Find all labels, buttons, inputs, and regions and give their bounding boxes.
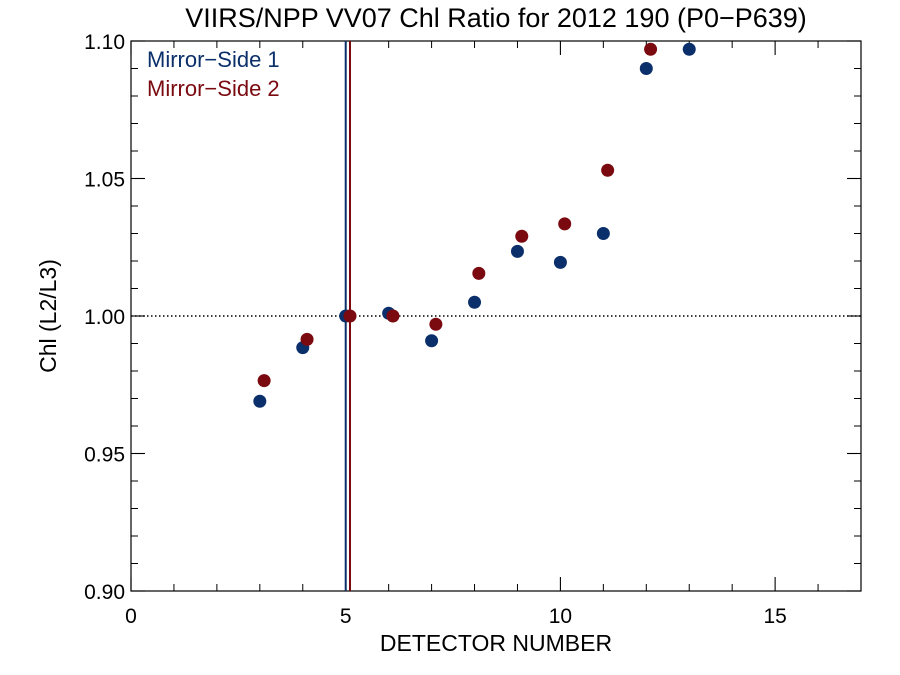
data-point-series-2 bbox=[429, 317, 443, 331]
y-tick-label: 1.10 bbox=[84, 31, 125, 54]
y-tick-label: 1.00 bbox=[84, 306, 125, 329]
data-point-series-2 bbox=[601, 163, 615, 177]
x-tick-label: 10 bbox=[549, 605, 572, 628]
data-point-series-1 bbox=[468, 295, 482, 309]
data-point-series-2 bbox=[386, 309, 400, 323]
legend-label-mirror-side-1: Mirror−Side 1 bbox=[147, 47, 280, 72]
tick-labels: 0 5 10 15 0.90 0.95 1.00 1.05 1.10 bbox=[84, 31, 787, 628]
data-point-series-2 bbox=[300, 332, 314, 346]
y-tick-label: 0.90 bbox=[84, 581, 125, 604]
data-point-series-1 bbox=[553, 255, 567, 269]
data-point-series-2 bbox=[257, 374, 271, 388]
data-point-series-1 bbox=[596, 227, 610, 240]
data-point-series-2 bbox=[515, 229, 529, 243]
data-point-series-1 bbox=[253, 394, 267, 408]
data-point-series-1 bbox=[639, 62, 653, 75]
data-point-series-2 bbox=[343, 309, 357, 323]
x-axis-label: DETECTOR NUMBER bbox=[380, 630, 612, 656]
legend: Mirror−Side 1 Mirror−Side 2 bbox=[147, 47, 280, 101]
data-point-series-1 bbox=[425, 334, 439, 348]
data-point-series-1 bbox=[682, 42, 696, 56]
data-points bbox=[253, 42, 696, 408]
data-point-series-2 bbox=[558, 217, 572, 231]
x-tick-label: 5 bbox=[340, 605, 352, 628]
chart-title: VIIRS/NPP VV07 Chl Ratio for 2012 190 (P… bbox=[185, 3, 807, 33]
y-tick-label: 1.05 bbox=[84, 169, 125, 192]
x-tick-label: 0 bbox=[125, 605, 137, 628]
y-axis-label: Chl (L2/L3) bbox=[35, 259, 61, 373]
plot-area bbox=[130, 40, 862, 592]
reference-lines bbox=[131, 41, 861, 591]
data-point-series-2 bbox=[644, 42, 658, 56]
x-tick-label: 15 bbox=[763, 605, 786, 628]
data-point-series-1 bbox=[510, 244, 524, 258]
data-point-series-2 bbox=[472, 266, 486, 280]
y-tick-label: 0.95 bbox=[84, 444, 125, 467]
legend-label-mirror-side-2: Mirror−Side 2 bbox=[147, 76, 280, 101]
